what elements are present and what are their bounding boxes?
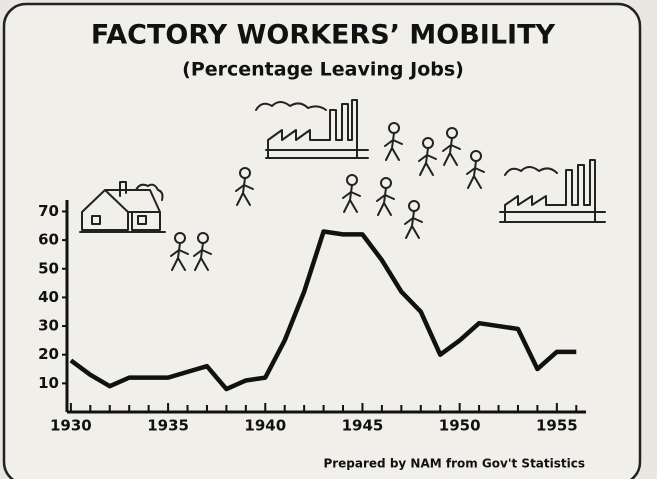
x-tick-label: 1950 — [439, 417, 481, 435]
y-tick-label: 10 — [38, 374, 59, 392]
chart-title: FACTORY WORKERS’ MOBILITY — [91, 20, 556, 51]
x-tick-label: 1935 — [147, 417, 189, 435]
y-tick-label: 50 — [38, 259, 59, 277]
source-note: Prepared by NAM from Gov't Statistics — [323, 457, 585, 471]
y-tick-label: 70 — [38, 202, 59, 220]
y-tick-label: 60 — [38, 231, 59, 249]
page: FACTORY WORKERS’ MOBILITY (Percentage Le… — [0, 0, 657, 479]
y-tick-label: 40 — [38, 288, 59, 306]
chart: FACTORY WORKERS’ MOBILITY (Percentage Le… — [0, 0, 657, 479]
x-tick-label: 1955 — [536, 417, 578, 435]
y-tick-label: 20 — [38, 345, 59, 363]
x-tick-label: 1945 — [342, 417, 384, 435]
chart-subtitle: (Percentage Leaving Jobs) — [182, 59, 464, 81]
x-tick-label: 1930 — [50, 417, 92, 435]
x-tick-label: 1940 — [244, 417, 286, 435]
y-tick-label: 30 — [38, 317, 59, 335]
